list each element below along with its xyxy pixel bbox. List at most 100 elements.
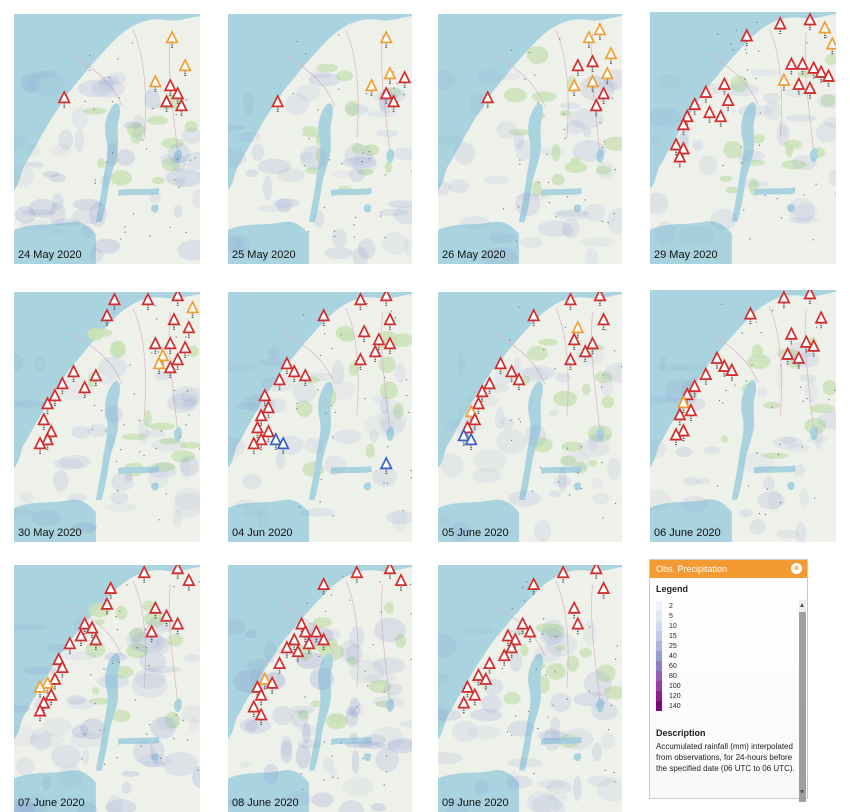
warning-triangle-icon[interactable] (821, 68, 836, 88)
warning-triangle-icon[interactable] (523, 624, 537, 644)
warning-triangle-icon[interactable] (247, 436, 261, 455)
warning-triangle-icon[interactable] (261, 424, 276, 443)
warning-triangle-icon[interactable] (688, 378, 702, 398)
warning-triangle-icon[interactable] (185, 300, 200, 319)
warning-triangle-icon[interactable] (250, 420, 264, 439)
warning-triangle-icon[interactable] (505, 364, 519, 383)
warning-triangle-icon[interactable] (276, 436, 290, 455)
warning-triangle-icon[interactable] (457, 428, 471, 447)
warning-triangle-icon[interactable] (302, 636, 316, 655)
warning-triangle-icon[interactable] (350, 565, 364, 584)
warning-triangle-icon[interactable] (33, 679, 47, 699)
warning-triangle-icon[interactable] (291, 644, 305, 663)
warning-triangle-icon[interactable] (773, 16, 787, 36)
warning-triangle-icon[interactable] (254, 432, 268, 451)
warning-triangle-icon[interactable] (582, 30, 596, 49)
warning-triangle-icon[interactable] (280, 356, 294, 375)
warning-triangle-icon[interactable] (178, 58, 192, 77)
warning-triangle-icon[interactable] (171, 565, 185, 580)
warning-triangle-icon[interactable] (40, 675, 55, 695)
warning-triangle-icon[interactable] (258, 388, 272, 407)
warning-triangle-icon[interactable] (676, 423, 691, 443)
warning-triangle-icon[interactable] (717, 358, 732, 378)
warning-triangle-icon[interactable] (33, 703, 47, 723)
warning-triangle-icon[interactable] (673, 407, 687, 427)
warning-triangle-icon[interactable] (468, 687, 482, 707)
warning-triangle-icon[interactable] (505, 640, 519, 659)
warning-triangle-icon[interactable] (265, 675, 279, 695)
warning-triangle-icon[interactable] (66, 364, 81, 383)
warning-triangle-icon[interactable] (379, 86, 393, 105)
warning-triangle-icon[interactable] (803, 12, 817, 32)
warning-triangle-icon[interactable] (593, 22, 607, 41)
warning-triangle-icon[interactable] (33, 436, 47, 455)
warning-triangle-icon[interactable] (163, 78, 177, 97)
warning-triangle-icon[interactable] (464, 432, 478, 451)
warning-triangle-icon[interactable] (100, 596, 114, 616)
warning-triangle-icon[interactable] (254, 408, 268, 427)
warning-triangle-icon[interactable] (364, 78, 379, 97)
warning-triangle-icon[interactable] (40, 396, 55, 415)
warning-triangle-icon[interactable] (567, 332, 581, 351)
warning-triangle-icon[interactable] (89, 632, 103, 651)
warning-triangle-icon[interactable] (567, 78, 581, 97)
warning-triangle-icon[interactable] (784, 326, 798, 346)
warning-triangle-icon[interactable] (55, 376, 69, 395)
warning-triangle-icon[interactable] (57, 90, 71, 109)
warning-triangle-icon[interactable] (379, 456, 393, 475)
scrollbar-thumb[interactable] (799, 612, 806, 802)
warning-triangle-icon[interactable] (597, 312, 611, 331)
warning-triangle-icon[interactable] (159, 608, 174, 628)
warning-triangle-icon[interactable] (85, 620, 99, 640)
warning-triangle-icon[interactable] (725, 362, 739, 382)
warning-triangle-icon[interactable] (814, 64, 828, 84)
warning-triangle-icon[interactable] (781, 346, 795, 366)
warning-triangle-icon[interactable] (78, 380, 92, 399)
warning-triangle-icon[interactable] (784, 56, 798, 76)
warning-triangle-icon[interactable] (63, 636, 77, 655)
warning-triangle-icon[interactable] (563, 352, 578, 371)
warning-triangle-icon[interactable] (379, 30, 393, 49)
warning-triangle-icon[interactable] (475, 384, 489, 403)
warning-triangle-icon[interactable] (527, 308, 541, 327)
warning-triangle-icon[interactable] (586, 336, 600, 355)
warning-triangle-icon[interactable] (799, 334, 813, 354)
warning-triangle-icon[interactable] (710, 350, 724, 370)
warning-triangle-icon[interactable] (159, 94, 174, 113)
warning-triangle-icon[interactable] (497, 648, 511, 667)
warning-triangle-icon[interactable] (272, 372, 287, 391)
warning-triangle-icon[interactable] (383, 312, 397, 331)
warning-triangle-icon[interactable] (309, 624, 323, 644)
warning-triangle-icon[interactable] (379, 292, 393, 307)
warning-triangle-icon[interactable] (254, 687, 268, 707)
warning-triangle-icon[interactable] (148, 600, 162, 620)
warning-triangle-icon[interactable] (457, 695, 471, 715)
warning-triangle-icon[interactable] (468, 412, 482, 431)
warning-triangle-icon[interactable] (471, 667, 486, 687)
warning-triangle-icon[interactable] (298, 368, 312, 387)
warning-triangle-icon[interactable] (512, 372, 526, 391)
warning-triangle-icon[interactable] (567, 600, 581, 620)
warning-triangle-icon[interactable] (571, 320, 585, 339)
warning-triangle-icon[interactable] (516, 616, 530, 636)
warning-triangle-icon[interactable] (482, 655, 497, 675)
warning-triangle-icon[interactable] (825, 36, 836, 56)
warning-triangle-icon[interactable] (563, 292, 578, 311)
warning-triangle-icon[interactable] (586, 54, 600, 73)
warning-triangle-icon[interactable] (482, 376, 497, 395)
warning-triangle-icon[interactable] (740, 28, 754, 48)
warning-triangle-icon[interactable] (460, 679, 474, 699)
warning-triangle-icon[interactable] (795, 56, 810, 76)
warning-triangle-icon[interactable] (48, 671, 62, 691)
warning-triangle-icon[interactable] (717, 76, 732, 96)
warning-triangle-icon[interactable] (287, 364, 301, 383)
warning-triangle-icon[interactable] (792, 350, 806, 370)
warning-triangle-icon[interactable] (501, 628, 515, 648)
warning-triangle-icon[interactable] (145, 624, 159, 644)
warning-triangle-icon[interactable] (578, 344, 592, 363)
warning-triangle-icon[interactable] (479, 671, 493, 691)
scroll-down-icon[interactable] (800, 790, 804, 794)
warning-triangle-icon[interactable] (597, 580, 611, 600)
warning-triangle-icon[interactable] (357, 324, 371, 343)
warning-triangle-icon[interactable] (471, 396, 486, 415)
